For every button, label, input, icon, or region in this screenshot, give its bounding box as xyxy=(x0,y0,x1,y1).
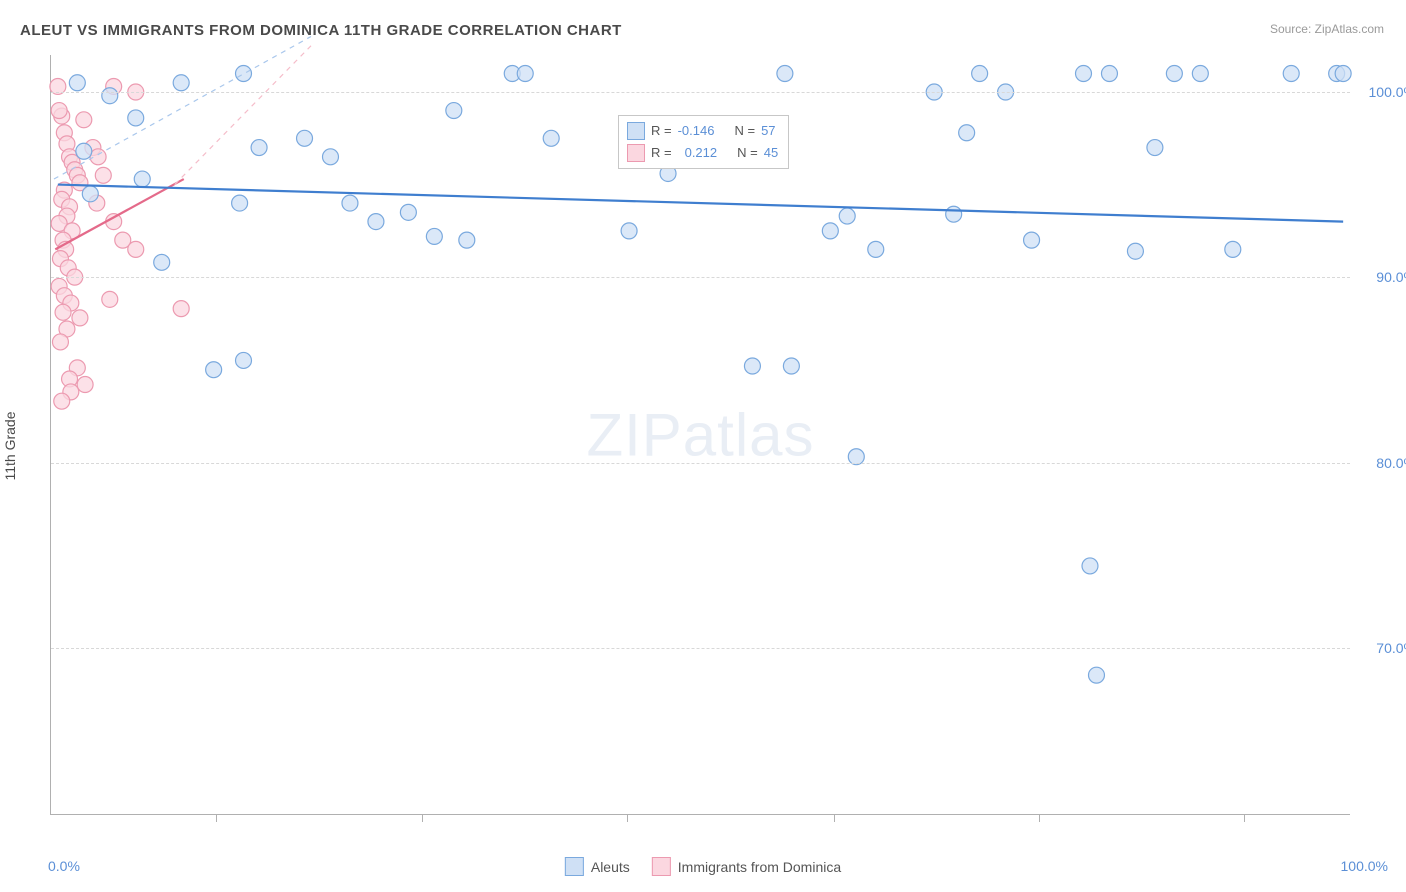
y-axis-title: 11th Grade xyxy=(2,411,18,480)
source-attribution: Source: ZipAtlas.com xyxy=(1270,22,1384,36)
x-tick xyxy=(627,814,628,822)
legend-swatch-dominica xyxy=(627,144,645,162)
x-axis-max-label: 100.0% xyxy=(1341,858,1388,874)
legend-top-row-1: R = -0.146 N = 57 xyxy=(627,120,778,142)
gridline xyxy=(51,463,1350,464)
gridline xyxy=(51,277,1350,278)
y-tick-label: 70.0% xyxy=(1356,640,1406,656)
watermark: ZIPatlas xyxy=(586,400,814,469)
gridline xyxy=(51,648,1350,649)
legend-top-box: R = -0.146 N = 57 R = 0.212 N = 45 xyxy=(618,115,789,169)
legend-n-value-aleuts: 57 xyxy=(761,120,775,142)
legend-r-value-aleuts: -0.146 xyxy=(678,120,715,142)
y-tick-label: 80.0% xyxy=(1356,455,1406,471)
legend-swatch-dominica xyxy=(652,857,671,876)
legend-r-label: R = xyxy=(651,120,672,142)
x-tick xyxy=(422,814,423,822)
legend-n-label: N = xyxy=(737,142,758,164)
legend-item-dominica: Immigrants from Dominica xyxy=(652,857,841,876)
legend-swatch-aleuts xyxy=(627,122,645,140)
x-tick xyxy=(216,814,217,822)
legend-bottom: Aleuts Immigrants from Dominica xyxy=(565,857,841,876)
x-tick xyxy=(1039,814,1040,822)
y-tick-label: 100.0% xyxy=(1356,84,1406,100)
plot-area: ZIPatlas R = -0.146 N = 57 R = 0.212 N =… xyxy=(50,55,1350,815)
x-tick xyxy=(834,814,835,822)
x-tick xyxy=(1244,814,1245,822)
legend-r-value-dominica: 0.212 xyxy=(678,142,718,164)
legend-r-label: R = xyxy=(651,142,672,164)
legend-label-aleuts: Aleuts xyxy=(591,859,630,875)
gridline xyxy=(51,92,1350,93)
chart-title: ALEUT VS IMMIGRANTS FROM DOMINICA 11TH G… xyxy=(20,22,622,39)
x-axis-min-label: 0.0% xyxy=(48,858,80,874)
legend-item-aleuts: Aleuts xyxy=(565,857,630,876)
legend-top-row-2: R = 0.212 N = 45 xyxy=(627,142,778,164)
chart-container: ALEUT VS IMMIGRANTS FROM DOMINICA 11TH G… xyxy=(0,0,1406,892)
legend-n-label: N = xyxy=(734,120,755,142)
legend-label-dominica: Immigrants from Dominica xyxy=(678,859,841,875)
legend-n-value-dominica: 45 xyxy=(764,142,778,164)
legend-swatch-aleuts xyxy=(565,857,584,876)
y-tick-label: 90.0% xyxy=(1356,269,1406,285)
